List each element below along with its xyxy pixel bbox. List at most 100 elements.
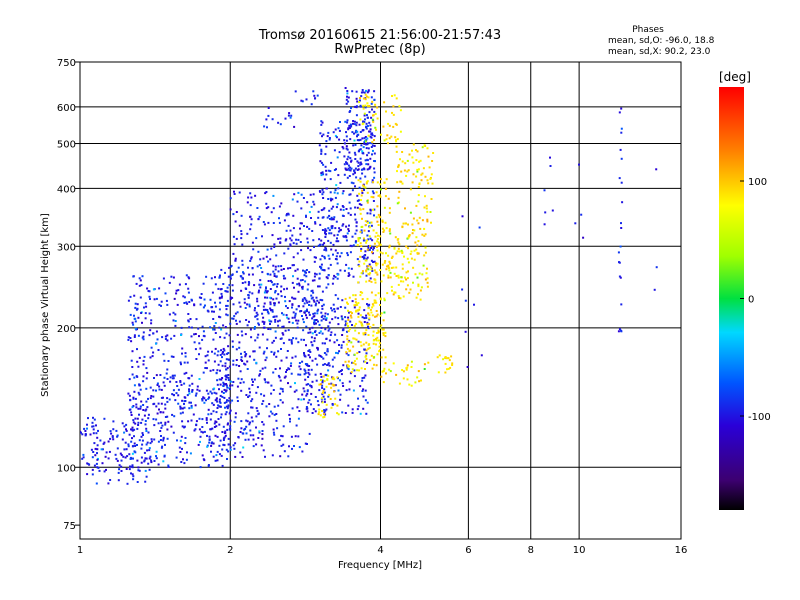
data-point [227,405,230,408]
data-point [319,132,322,135]
data-point [290,342,293,345]
data-point [131,373,134,376]
data-point [275,413,278,415]
data-point [373,144,376,147]
data-point [224,432,227,434]
data-point [118,464,121,467]
data-point [378,256,381,259]
data-point [191,326,193,329]
data-point [364,159,367,162]
data-point [310,217,312,219]
data-point [444,356,447,359]
data-point [287,455,290,458]
data-point [355,129,358,132]
data-point [127,445,130,448]
data-point [323,380,326,383]
data-point [347,325,349,327]
data-point [255,237,258,240]
data-point [299,368,302,371]
data-point [308,328,311,331]
data-point [180,435,183,438]
data-point [116,434,119,437]
data-point [223,436,226,439]
data-point [384,195,387,198]
data-point [280,295,283,298]
data-point [313,312,316,315]
data-point [227,450,230,453]
data-point [307,354,310,357]
data-point [133,294,136,297]
data-point [343,142,346,145]
data-point [391,255,394,258]
data-point [360,194,363,197]
data-point [263,302,266,305]
data-point [131,437,133,440]
data-point [216,407,219,409]
data-point [107,440,110,443]
data-point [239,451,242,454]
data-point [374,299,377,302]
data-point [316,348,319,351]
data-point [263,350,266,353]
data-point [82,456,85,459]
data-point [279,399,282,402]
data-point [248,394,251,397]
data-point [255,315,258,317]
x-tick-label: 2 [227,545,233,556]
data-point [416,219,419,222]
data-point [221,464,224,467]
data-point [367,265,370,267]
data-point [380,312,383,315]
data-point [359,163,362,166]
data-point [179,451,182,453]
data-point [405,288,408,291]
data-point [355,310,357,313]
data-point [420,286,423,289]
data-point [96,466,99,469]
data-point [357,199,360,202]
data-point [225,304,228,307]
data-point [391,289,393,292]
data-point [267,107,270,109]
data-point [353,306,356,309]
data-point [382,230,385,233]
data-point [376,336,379,339]
data-point [400,280,402,283]
data-point [134,445,137,447]
data-point [361,217,363,220]
data-point [315,319,318,321]
data-point [329,197,332,200]
data-point [157,402,160,405]
data-point [145,443,148,446]
data-point [407,223,409,226]
data-point [419,298,422,301]
data-point [362,388,365,391]
data-point [210,277,213,280]
data-point [304,363,307,365]
data-point [142,363,145,366]
data-point [134,422,137,425]
data-point [129,399,132,402]
data-point [96,452,98,455]
data-point [444,371,447,374]
data-point [198,417,201,420]
data-point [298,284,301,287]
data-point [296,268,299,271]
data-point [342,327,345,330]
data-point [323,391,326,394]
data-point [222,324,225,327]
data-point [309,384,311,387]
data-point [354,363,357,366]
data-point [221,448,224,451]
data-point [312,90,315,93]
data-point [216,379,219,382]
data-point [313,275,316,278]
data-point [302,305,305,308]
data-point [345,263,348,266]
data-point [295,389,298,392]
data-point [357,405,360,408]
data-point [551,209,554,212]
data-point [214,332,217,334]
data-point [127,338,130,341]
